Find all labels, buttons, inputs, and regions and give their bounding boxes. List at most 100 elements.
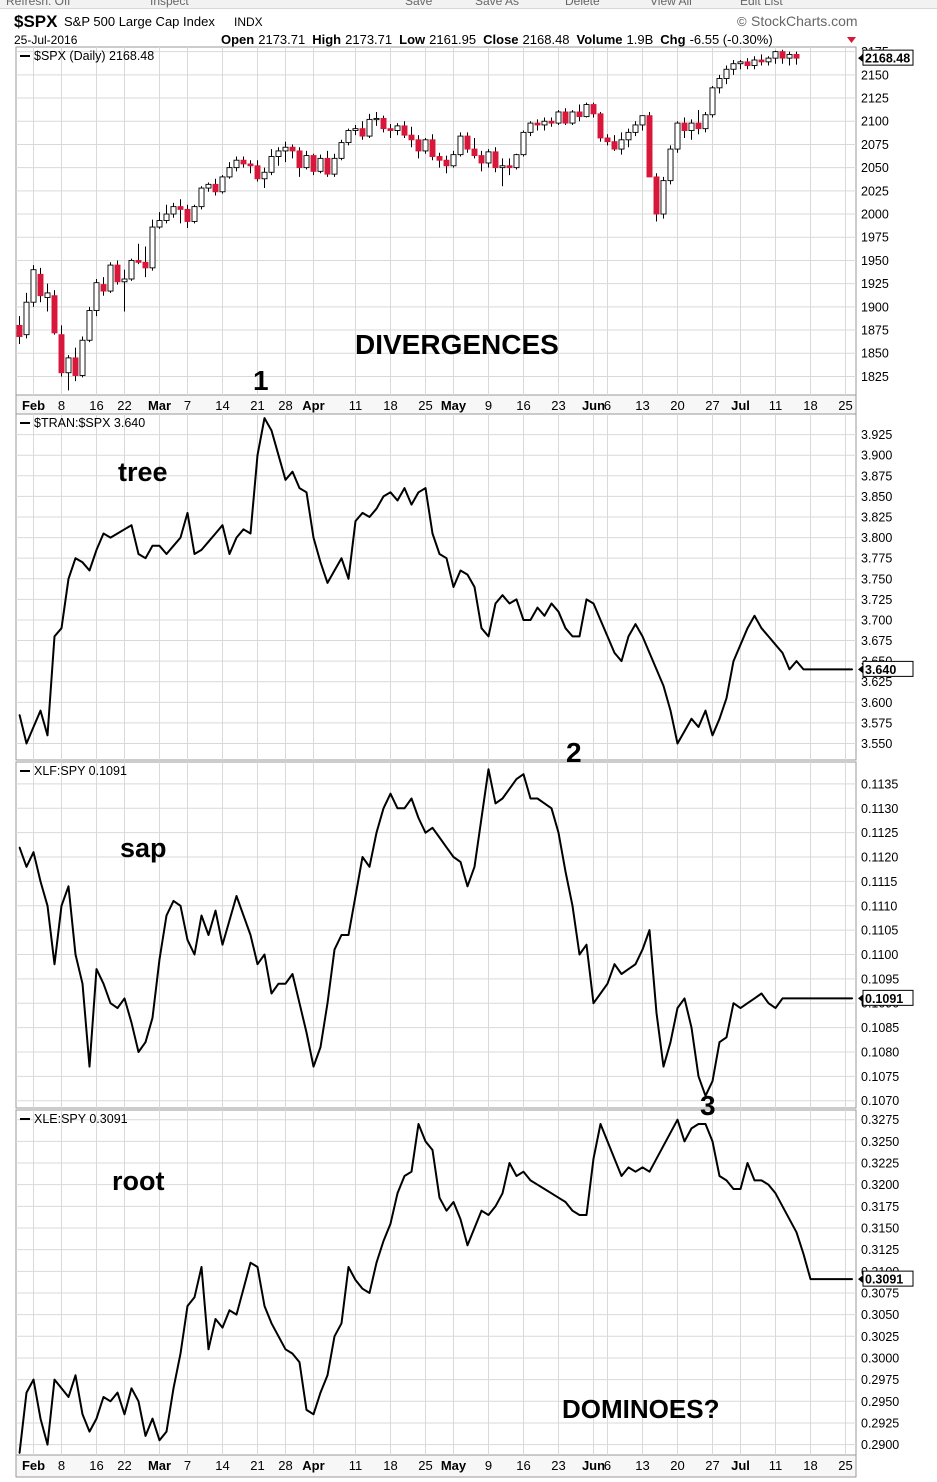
series-point: [816, 1278, 819, 1280]
date-tick-label: Jun: [582, 398, 605, 413]
candle-body: [310, 155, 317, 172]
y-tick-label: 0.1100: [861, 948, 898, 962]
series-point: [375, 508, 378, 510]
y-tick-label: 3.850: [861, 490, 892, 504]
series-point: [487, 768, 490, 770]
series-point: [466, 574, 469, 576]
date-tick-label: 8: [58, 398, 65, 413]
quote-label: Close: [483, 32, 518, 47]
inspect-button[interactable]: Inspect: [150, 0, 189, 8]
candle-body: [583, 104, 590, 118]
chart-annotation: DIVERGENCES: [355, 329, 559, 360]
series-point: [592, 602, 595, 605]
y-tick-label: 1875: [861, 324, 889, 338]
series-point: [158, 1439, 161, 1441]
series-point: [529, 1179, 532, 1181]
candle: [58, 325, 65, 377]
save-button[interactable]: Save: [405, 0, 433, 8]
series-point: [214, 1318, 217, 1320]
save-as-button[interactable]: Save As: [475, 0, 520, 8]
date-tick-label: Feb: [22, 1458, 45, 1473]
series-point: [263, 417, 266, 419]
series-point: [753, 615, 756, 617]
series-point: [270, 992, 273, 995]
candle-body: [100, 284, 107, 292]
series-point: [340, 557, 343, 559]
candle-body: [611, 141, 618, 150]
series-point: [606, 635, 609, 638]
series-point: [144, 1435, 147, 1437]
chart-annotation: 3: [700, 1090, 716, 1121]
candle-body: [716, 78, 723, 89]
chart-panel-2: 3.5503.5753.6003.6253.6503.6753.7003.725…: [15, 413, 914, 761]
y-tick-label: 1850: [861, 347, 889, 361]
candle-body: [261, 171, 268, 180]
series-point: [613, 963, 616, 965]
series-point: [501, 594, 504, 596]
series-point: [214, 532, 217, 535]
delete-button[interactable]: Delete: [565, 0, 600, 8]
series-point: [109, 1002, 112, 1004]
series-point: [508, 1162, 511, 1164]
series-point: [844, 668, 847, 670]
series-point: [522, 773, 525, 775]
series-point: [662, 1065, 665, 1068]
series-point: [417, 491, 420, 493]
series-point: [305, 491, 308, 493]
view-all-button[interactable]: View All: [650, 0, 692, 8]
candle-body: [709, 87, 716, 116]
series-point: [424, 487, 427, 489]
quote-row: Open 2173.71 High 2173.71 Low 2161.95 Close 216…: [221, 32, 773, 47]
candle: [303, 150, 310, 170]
candle: [79, 336, 86, 378]
quote-value: 2168.48: [523, 32, 570, 47]
candle: [380, 115, 387, 133]
candle-body: [107, 264, 114, 292]
series-point: [788, 1218, 791, 1220]
series-point: [88, 569, 91, 572]
date-tick-label: 25: [418, 1458, 432, 1473]
candle-body: [394, 125, 401, 131]
date-tick-label: Jul: [731, 398, 750, 413]
candle: [240, 156, 247, 168]
series-point: [683, 997, 686, 999]
series-point: [382, 807, 385, 809]
series-point: [564, 1201, 567, 1203]
series-point: [830, 997, 833, 999]
series-point: [368, 1292, 371, 1294]
series-point: [837, 1278, 840, 1280]
series-point: [95, 1418, 98, 1420]
series-point: [515, 778, 518, 780]
series-point: [186, 512, 189, 514]
candle-body: [569, 111, 576, 124]
candle: [583, 102, 590, 118]
candle-body: [422, 139, 429, 152]
series-point: [480, 627, 483, 629]
candle: [135, 243, 142, 265]
series-point: [788, 997, 791, 999]
candle-body: [177, 206, 184, 210]
series-point: [214, 910, 217, 912]
candle-body: [44, 292, 51, 299]
candle-body: [366, 118, 373, 137]
series-point: [725, 697, 728, 699]
series-point: [438, 1197, 441, 1199]
date-axis-strip: [15, 1454, 857, 1478]
candle: [639, 115, 646, 131]
quote-label: High: [312, 32, 341, 47]
quote-value: -6.55 (-0.30%): [690, 32, 773, 47]
last-value-label: 3.640: [865, 663, 896, 677]
candle-body: [723, 68, 730, 80]
candle-body: [254, 165, 261, 180]
candle-body: [317, 157, 324, 172]
series-point: [67, 1396, 70, 1398]
y-tick-label: 2150: [861, 68, 889, 82]
refresh-toggle[interactable]: Refresh: Off: [6, 0, 71, 8]
series-point: [676, 742, 679, 745]
candle-body: [604, 137, 611, 143]
candle-body: [373, 118, 380, 121]
edit-list-button[interactable]: Edit List: [740, 0, 783, 8]
candle: [373, 111, 380, 126]
legend-text: XLF:SPY 0.1091: [34, 764, 127, 778]
series-point: [837, 997, 840, 999]
